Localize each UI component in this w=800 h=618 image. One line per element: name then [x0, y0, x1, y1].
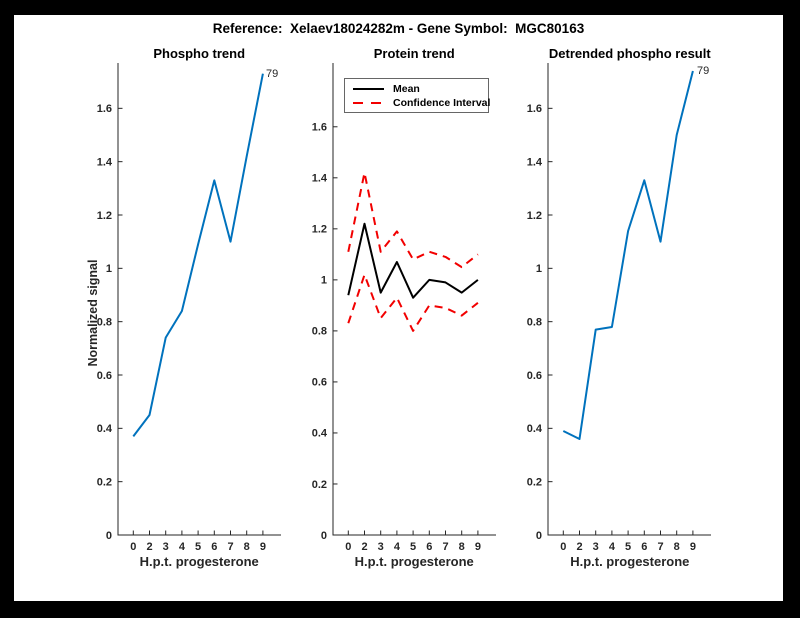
x-tick-label: 0 — [561, 541, 567, 553]
x-tick-label: 6 — [426, 541, 432, 553]
x-tick-label: 5 — [195, 541, 201, 553]
y-tick-label: 1.6 — [96, 103, 111, 115]
y-tick-label: 1.6 — [527, 103, 542, 115]
y-tick-label: 0 — [321, 530, 327, 542]
y-tick-label: 0.2 — [311, 479, 326, 491]
mean-line-sample — [353, 88, 384, 90]
y-tick-label: 0.6 — [527, 370, 542, 382]
confidence-interval-line-sample — [353, 102, 384, 104]
subplot1-title: Phospho trend — [153, 46, 246, 61]
x-tick-label: 9 — [690, 541, 696, 553]
y-tick-label: 1.2 — [311, 224, 326, 236]
y-tick-label: 0.2 — [96, 476, 111, 488]
x-tick-label: 7 — [658, 541, 664, 553]
y-tick-label: 1.4 — [311, 173, 327, 185]
x-tick-label: 8 — [674, 541, 680, 553]
series-line-confidence-interval-lower — [347, 273, 479, 332]
y-tick-label: 0.2 — [527, 476, 542, 488]
y-tick-label: 0.8 — [527, 316, 542, 328]
x-tick-label: 2 — [361, 541, 367, 553]
legend: Mean Confidence Interval — [344, 78, 491, 113]
y-tick-label: 0.4 — [311, 428, 327, 440]
x-tick-label: 4 — [609, 541, 616, 553]
y-tick-label: 1.2 — [527, 210, 542, 222]
y-tick-label: 1.4 — [96, 156, 112, 168]
axes-spines — [547, 63, 712, 536]
legend-entry-confidence-interval: Confidence Interval — [352, 96, 491, 110]
figure-title: Reference: Xelaev18024282m - Gene Symbol… — [212, 21, 585, 36]
x-tick-label: 8 — [458, 541, 464, 553]
x-tick-label: 2 — [146, 541, 152, 553]
legend-label-confidence-interval: Confidence Interval — [393, 97, 491, 109]
y-tick-label: 0.8 — [311, 326, 326, 338]
y-tick-label: 1.4 — [527, 156, 543, 168]
protein-trend-plot: 00.20.40.60.811.21.41.60 2 3 4 5 6 7 8 9 — [311, 63, 496, 553]
y-tick-label: 0.6 — [311, 377, 326, 389]
x-tick-label: 7 — [227, 541, 233, 553]
x-tick-label: 5 — [410, 541, 416, 553]
y-tick-label: 0 — [106, 530, 112, 542]
subplot3-title: Detrended phospho result — [548, 46, 711, 61]
y-tick-label: 0.4 — [96, 423, 112, 435]
y-tick-label: 1 — [536, 263, 542, 275]
x-tick-label: 5 — [625, 541, 631, 553]
figure-canvas: Reference: Xelaev18024282m - Gene Symbol… — [14, 15, 783, 601]
x-tick-label: 3 — [377, 541, 383, 553]
x-tick-label: 6 — [211, 541, 217, 553]
y-tick-label: 1.6 — [311, 122, 326, 134]
series-line-mean — [347, 222, 479, 299]
phospho-trend-plot: 00.20.40.60.811.21.41.60 2 3 4 5 6 7 8 9 — [96, 63, 281, 553]
x-tick-label: 2 — [577, 541, 583, 553]
x-tick-label: 3 — [162, 541, 168, 553]
detrended-phospho-plot: 00.20.40.60.811.21.41.60 2 3 4 5 6 7 8 9 — [527, 63, 712, 553]
x-tick-label: 4 — [179, 541, 186, 553]
y-tick-label: 1 — [321, 275, 327, 287]
subplot1-endpoint-label: 79 — [266, 68, 279, 80]
y-axis-label: Normalized signal — [86, 259, 100, 367]
x-tick-label: 0 — [130, 541, 136, 553]
x-tick-label: 3 — [593, 541, 599, 553]
y-tick-label: 1 — [106, 263, 112, 275]
axes-spines — [332, 63, 496, 536]
subplot1-x-axis-label: H.p.t. progesterone — [139, 554, 259, 569]
y-tick-label: 0.6 — [96, 370, 111, 382]
axes-spines — [117, 63, 281, 536]
x-tick-label: 9 — [260, 541, 266, 553]
y-tick-label: 0.8 — [96, 316, 111, 328]
y-tick-label: 0.4 — [527, 423, 543, 435]
subplot2-x-axis-label: H.p.t. progesterone — [354, 554, 474, 569]
legend-label-mean: Mean — [393, 83, 420, 95]
series-line-phospho-signal — [132, 73, 264, 437]
series-line-confidence-interval-upper — [347, 171, 479, 269]
x-tick-label: 0 — [345, 541, 351, 553]
y-tick-label: 1.2 — [96, 210, 111, 222]
x-tick-label: 7 — [442, 541, 448, 553]
subplot3-endpoint-label: 79 — [697, 65, 710, 77]
legend-entry-mean: Mean — [352, 82, 488, 96]
x-tick-label: 9 — [475, 541, 481, 553]
x-tick-label: 4 — [394, 541, 401, 553]
subplot2-title: Protein trend — [373, 46, 455, 61]
x-tick-label: 6 — [642, 541, 648, 553]
subplot3-x-axis-label: H.p.t. progesterone — [570, 554, 690, 569]
series-line-detrended-phospho-signal — [563, 70, 695, 440]
y-tick-label: 0 — [536, 530, 542, 542]
x-tick-label: 8 — [243, 541, 249, 553]
